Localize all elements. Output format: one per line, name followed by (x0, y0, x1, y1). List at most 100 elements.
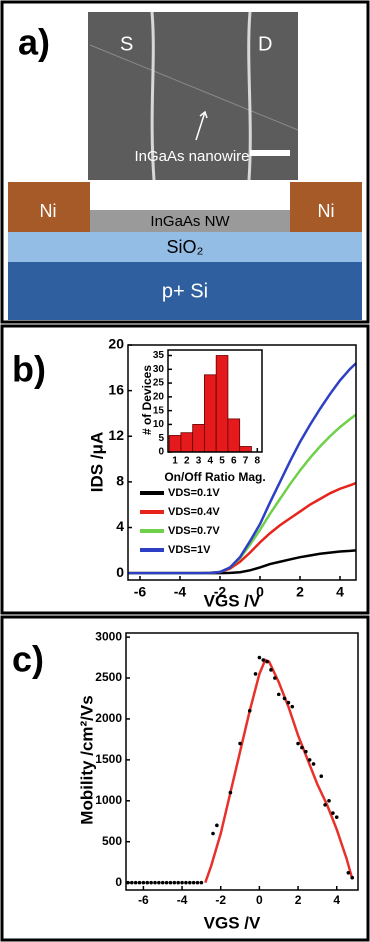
legend-label: VDS=0.4V (168, 506, 220, 518)
x-tick-label: 4 (333, 893, 340, 907)
y-axis-label: # of Devices (140, 365, 154, 435)
point (261, 658, 265, 662)
y-tick-label: 0 (158, 447, 164, 458)
point (283, 697, 287, 701)
point (229, 791, 233, 795)
source-label: S (120, 33, 133, 55)
point (130, 881, 134, 885)
y-tick-label: 5 (158, 433, 164, 444)
bar (204, 375, 216, 452)
y-tick-label: 500 (102, 834, 122, 848)
substrate-label: p+ Si (162, 280, 208, 302)
axes-frame (126, 633, 358, 890)
point (273, 676, 277, 680)
x-tick-label: 0 (256, 893, 263, 907)
panel-label: c) (12, 639, 44, 680)
bar (181, 433, 193, 452)
bar (228, 419, 240, 452)
point (304, 750, 308, 754)
x-tick-label: 3 (196, 456, 202, 467)
y-axis-label: IDS /μA (87, 432, 106, 492)
point (319, 774, 323, 778)
point (335, 815, 339, 819)
point (290, 705, 294, 709)
y-tick-label: 30 (153, 364, 165, 375)
x-tick-label: 1 (172, 456, 178, 467)
bar (216, 356, 228, 452)
point (331, 811, 335, 815)
y-tick-label: 20 (153, 392, 165, 403)
point (169, 881, 173, 885)
y-tick-label: 8 (116, 473, 124, 489)
bar (240, 446, 252, 452)
y-tick-label: 12 (108, 427, 124, 443)
point (188, 881, 192, 885)
point (142, 881, 146, 885)
point (145, 881, 149, 885)
y-tick-label: 25 (153, 378, 165, 389)
y-tick-label: 16 (108, 381, 124, 397)
panel-frame (2, 617, 368, 940)
point (254, 672, 258, 676)
x-tick-label: 2 (184, 456, 190, 467)
x-tick-label: -6 (138, 893, 149, 907)
panel-label: a) (18, 22, 50, 63)
y-tick-label: 35 (153, 350, 165, 361)
point (300, 746, 304, 750)
point (161, 881, 165, 885)
point (173, 881, 177, 885)
y-tick-label: 2000 (95, 711, 122, 725)
figure: S D InGaAs nanowire a) Ni Ni InGaAs NW S… (0, 0, 370, 942)
x-tick-label: 2 (295, 893, 302, 907)
point (308, 758, 312, 762)
panel-label: b) (12, 349, 46, 390)
point (327, 799, 331, 803)
point (184, 881, 188, 885)
point (296, 742, 300, 746)
nanowire-layer-label: InGaAs NW (150, 213, 230, 230)
point (269, 668, 273, 672)
point (265, 660, 269, 664)
oxide-label: SiO₂ (167, 237, 204, 257)
x-tick-label: -4 (177, 893, 188, 907)
point (165, 881, 169, 885)
drain-label: D (258, 33, 272, 55)
y-tick-label: 15 (153, 405, 165, 416)
point (350, 876, 354, 880)
point (149, 881, 153, 885)
x-tick-label: 7 (243, 456, 249, 467)
y-tick-label: 10 (153, 419, 165, 430)
legend-label: VDS=0.7V (168, 525, 220, 537)
x-axis-label: VGS /V (204, 591, 261, 610)
point (347, 871, 351, 875)
point (176, 881, 180, 885)
x-tick-label: 6 (231, 456, 237, 467)
point (323, 803, 327, 807)
y-axis-label: Mobility /cm²/Vs (77, 695, 96, 824)
point (238, 742, 242, 746)
bar (169, 435, 181, 452)
scale-bar (250, 150, 290, 156)
y-tick-label: 3000 (95, 629, 122, 643)
line (128, 483, 356, 573)
y-tick-label: 0 (116, 564, 124, 580)
point (157, 881, 161, 885)
contact-label: Ni (318, 201, 335, 221)
point (215, 824, 219, 828)
y-tick-label: 1500 (95, 752, 122, 766)
point (180, 881, 184, 885)
x-tick-label: 4 (336, 583, 344, 599)
x-tick-label: 5 (219, 456, 225, 467)
y-tick-label: 1000 (95, 793, 122, 807)
point (312, 762, 316, 766)
contact-label: Ni (40, 201, 57, 221)
x-tick-label: 2 (296, 583, 304, 599)
x-axis-label: On/Off Ratio Mag. (164, 470, 265, 484)
x-tick-label: 4 (208, 456, 214, 467)
point (138, 881, 142, 885)
point (192, 881, 196, 885)
point (196, 881, 200, 885)
point (200, 881, 204, 885)
y-tick-label: 2500 (95, 670, 122, 684)
point (153, 881, 157, 885)
